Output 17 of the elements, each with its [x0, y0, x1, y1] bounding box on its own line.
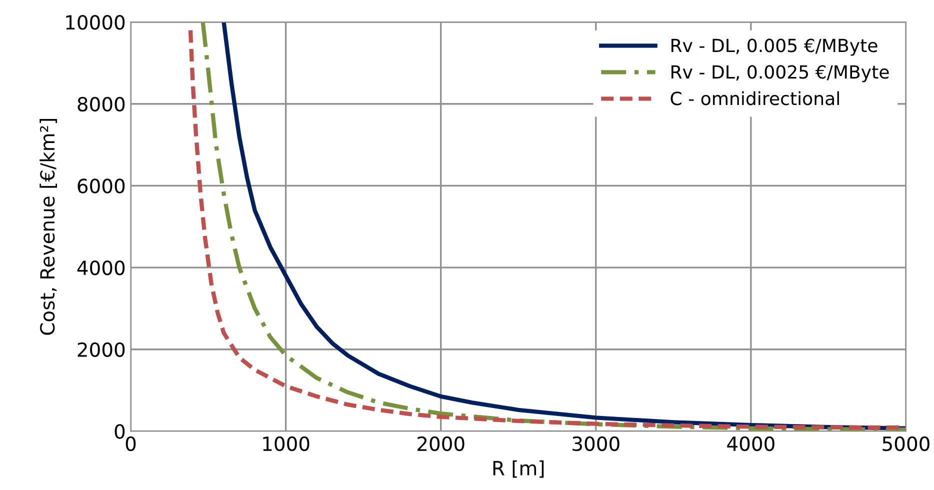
x-tick-label: 4000 [727, 436, 774, 452]
y-axis-title: Cost, Revenue [€/km²] [40, 119, 58, 335]
legend-label: Rv - DL, 0.005 €/MByte [672, 38, 878, 56]
x-tick-label: 5000 [882, 436, 930, 452]
x-tick-label: 3000 [572, 436, 620, 452]
legend-label: Rv - DL, 0.0025 €/MByte [672, 65, 889, 82]
y-tick-label: 2000 [78, 342, 125, 358]
x-tick-label: 2000 [418, 436, 464, 452]
y-tick-label: 8000 [78, 96, 125, 112]
y-tick-label: 10000 [66, 15, 125, 30]
y-tick-label: 4000 [77, 260, 125, 276]
x-tick-label: 1000 [263, 436, 310, 452]
y-tick-label: 0 [114, 424, 125, 439]
x-tick-label: 0 [126, 436, 136, 452]
legend-label: C - omnidirectional [670, 91, 839, 106]
y-tick-label: 6000 [78, 178, 125, 194]
x-axis-title: R [m] [493, 460, 544, 478]
